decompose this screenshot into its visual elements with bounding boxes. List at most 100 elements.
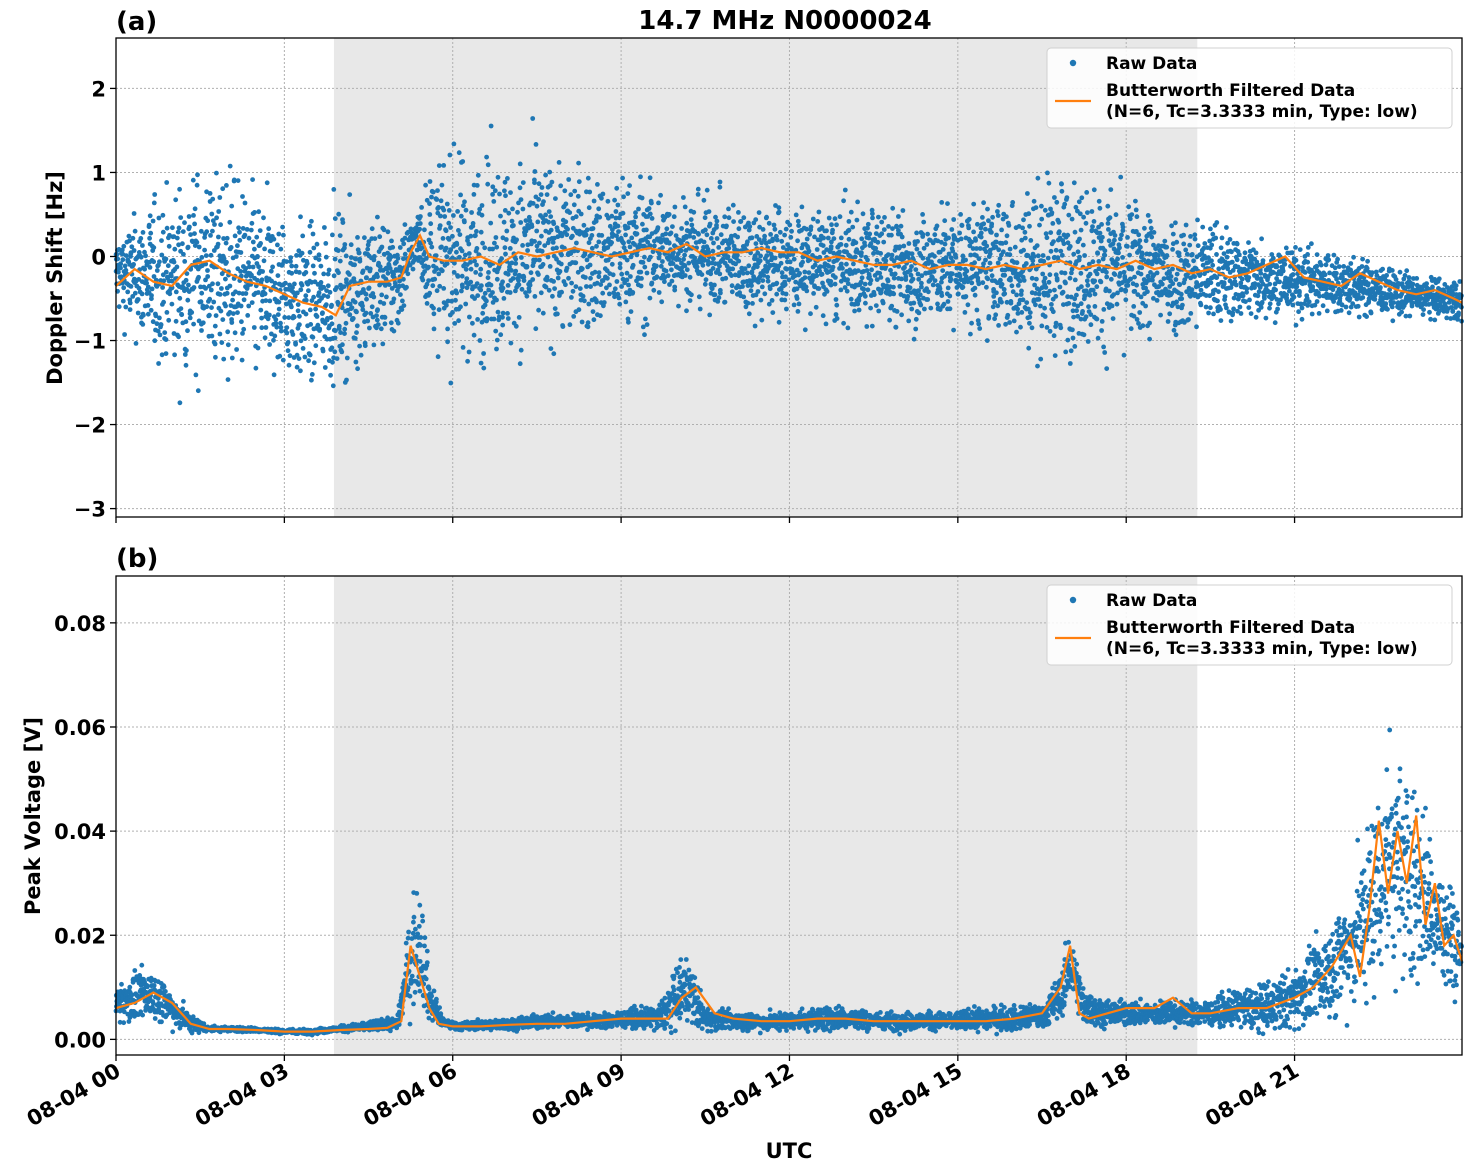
- raw-data-point: [526, 288, 532, 294]
- raw-data-point: [210, 281, 215, 287]
- raw-data-point: [681, 195, 686, 200]
- raw-data-point: [1263, 315, 1269, 321]
- raw-data-point: [396, 309, 401, 315]
- raw-data-point: [223, 276, 228, 282]
- raw-data-point: [972, 292, 978, 298]
- raw-data-point: [1378, 285, 1383, 290]
- raw-data-point: [1320, 303, 1326, 309]
- raw-data-point: [862, 281, 868, 287]
- raw-data-point: [1112, 233, 1118, 238]
- raw-data-point: [1031, 198, 1037, 204]
- raw-data-point: [422, 269, 427, 274]
- raw-data-point: [762, 291, 768, 297]
- raw-data-point: [1128, 326, 1134, 332]
- raw-data-point: [1038, 356, 1044, 362]
- raw-data-point: [315, 322, 321, 328]
- raw-data-point: [1095, 250, 1100, 256]
- raw-data-point: [156, 215, 162, 221]
- raw-data-point: [648, 198, 654, 204]
- raw-data-point: [830, 264, 836, 270]
- raw-data-point: [547, 264, 553, 269]
- raw-data-point: [856, 307, 862, 313]
- raw-data-point: [838, 287, 844, 293]
- raw-data-point: [520, 180, 526, 186]
- raw-data-point: [280, 357, 286, 363]
- raw-data-point: [1211, 311, 1216, 317]
- raw-data-point: [365, 318, 371, 324]
- raw-data-point: [707, 312, 713, 318]
- raw-data-point: [481, 365, 487, 371]
- raw-data-point: [166, 243, 172, 249]
- raw-data-point: [1291, 294, 1297, 300]
- raw-data-point: [920, 234, 926, 239]
- raw-data-point: [1428, 316, 1433, 322]
- raw-data-point: [441, 286, 447, 291]
- raw-data-point: [838, 235, 844, 241]
- raw-data-point: [707, 221, 713, 227]
- raw-data-point: [532, 294, 538, 299]
- raw-data-point: [530, 277, 536, 282]
- raw-data-point: [958, 236, 964, 242]
- raw-data-point: [599, 233, 605, 238]
- raw-data-point: [144, 983, 150, 988]
- raw-data-point: [550, 240, 556, 245]
- raw-data-point: [453, 297, 458, 303]
- raw-data-point: [1042, 275, 1048, 281]
- raw-data-point: [1176, 253, 1182, 259]
- raw-data-point: [473, 233, 478, 239]
- raw-data-point: [791, 302, 797, 308]
- raw-data-point: [1299, 305, 1305, 311]
- raw-data-point: [478, 272, 483, 278]
- raw-data-point: [587, 262, 593, 268]
- raw-data-point: [1131, 304, 1137, 309]
- raw-data-point: [695, 186, 701, 192]
- raw-data-point: [304, 258, 310, 264]
- raw-data-point: [382, 283, 388, 288]
- raw-data-point: [371, 257, 377, 263]
- raw-data-point: [493, 328, 499, 334]
- raw-data-point: [630, 262, 636, 268]
- raw-data-point: [431, 311, 437, 317]
- raw-data-point: [1233, 282, 1239, 288]
- raw-data-point: [984, 338, 990, 343]
- raw-data-point: [402, 251, 408, 257]
- raw-data-point: [463, 266, 469, 272]
- raw-data-point: [1051, 239, 1056, 245]
- raw-data-point: [909, 306, 915, 312]
- raw-data-point: [474, 229, 479, 234]
- raw-data-point: [386, 282, 392, 287]
- raw-data-point: [1327, 270, 1332, 276]
- raw-data-point: [477, 206, 483, 212]
- raw-data-point: [321, 284, 327, 290]
- raw-data-point: [175, 229, 181, 235]
- raw-data-point: [589, 233, 595, 238]
- raw-data-point: [546, 287, 552, 293]
- raw-data-point: [364, 296, 369, 302]
- raw-data-point: [820, 313, 826, 319]
- raw-data-point: [218, 222, 224, 228]
- raw-data-point: [655, 225, 661, 231]
- raw-data-point: [479, 283, 484, 289]
- raw-data-point: [507, 290, 513, 295]
- raw-data-point: [1108, 187, 1114, 193]
- raw-data-point: [482, 290, 488, 296]
- raw-data-point: [658, 192, 663, 198]
- raw-data-point: [294, 253, 299, 258]
- raw-data-point: [881, 239, 887, 245]
- raw-data-point: [203, 277, 208, 283]
- raw-data-point: [1028, 238, 1034, 243]
- raw-data-point: [190, 177, 196, 183]
- raw-data-point: [580, 293, 586, 299]
- panel-a-raw-points: [113, 116, 1464, 406]
- raw-data-point: [547, 169, 553, 175]
- raw-data-point: [1162, 238, 1168, 244]
- raw-data-point: [880, 300, 886, 306]
- raw-data-point: [212, 341, 218, 347]
- raw-data-point: [974, 307, 980, 313]
- raw-data-point: [996, 323, 1001, 328]
- raw-data-point: [972, 260, 977, 266]
- raw-data-point: [825, 235, 831, 241]
- raw-data-point: [1380, 266, 1385, 272]
- raw-data-point: [1325, 253, 1331, 258]
- raw-data-point: [644, 227, 649, 233]
